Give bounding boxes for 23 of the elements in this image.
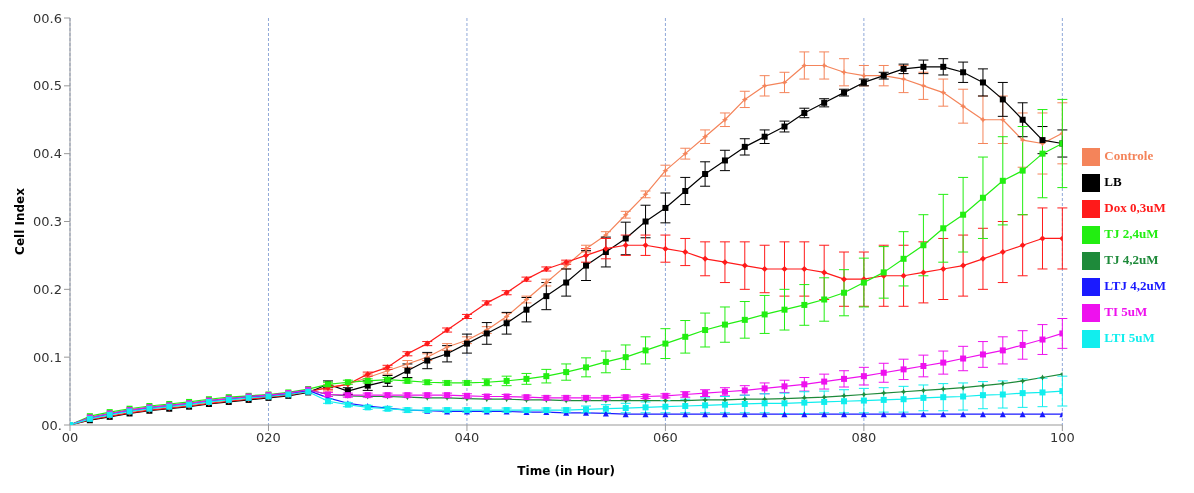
y-tick-label: 00.5 [33, 78, 62, 94]
legend-label: LB [1104, 173, 1122, 189]
x-tick-label: 040 [454, 430, 480, 446]
y-tick-label: 00. [41, 417, 62, 433]
legend-label: LTI 5uM [1104, 329, 1155, 345]
x-tick-label: 020 [256, 430, 281, 446]
y-tick-label: 00.4 [33, 146, 62, 162]
legend-label: TI 5uM [1104, 303, 1148, 319]
x-tick-label: 00 [61, 430, 79, 446]
x-tick-label: 060 [652, 430, 678, 446]
legend-label: Controle [1104, 147, 1154, 163]
x-tick-label: 100 [1049, 430, 1075, 446]
legend-label: TJ 2,4uM [1104, 225, 1159, 241]
legend-label: Dox 0,3uM [1104, 199, 1166, 215]
y-tick-label: 00.1 [33, 349, 62, 365]
y-tick-label: 00.3 [33, 214, 62, 230]
legend-label: LTJ 4,2uM [1104, 277, 1166, 293]
x-axis-title: Time (in Hour) [517, 464, 616, 478]
x-tick-label: 080 [851, 430, 877, 446]
y-tick-label: 00.2 [33, 281, 62, 297]
y-axis-title: Cell Index [13, 187, 28, 255]
y-tick-label: 00.6 [33, 10, 62, 26]
legend-label: TJ 4,2uM [1104, 251, 1159, 267]
